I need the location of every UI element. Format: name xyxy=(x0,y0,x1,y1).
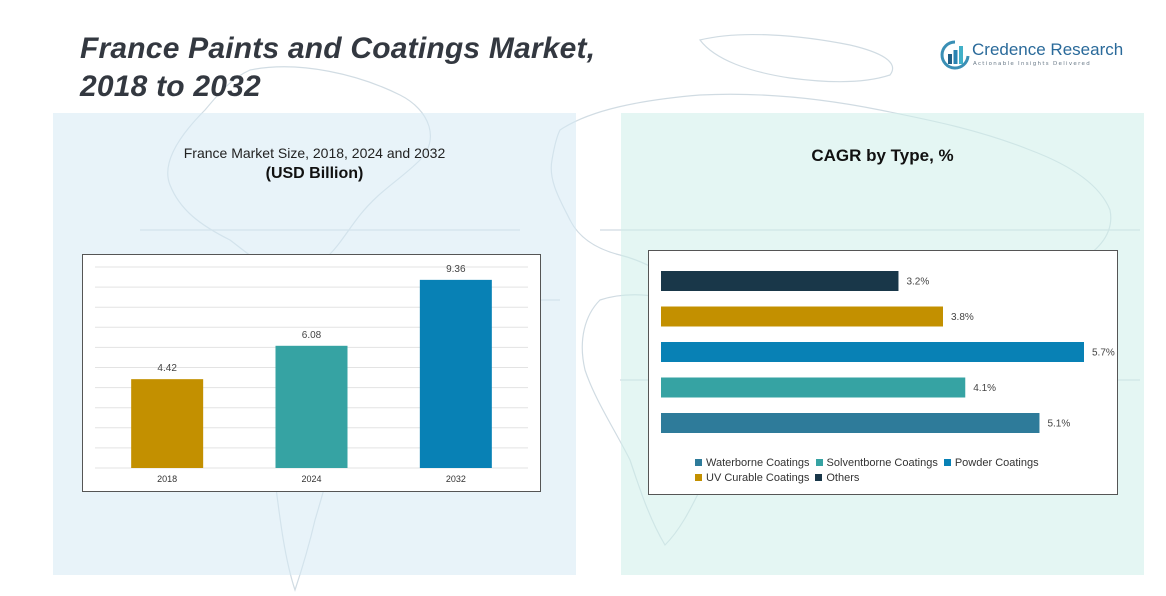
hbar-uv-curable-coatings xyxy=(661,306,943,327)
bar-2032 xyxy=(419,279,492,468)
bar-chart-unit: (USD Billion) xyxy=(265,165,364,182)
logo-mark-icon xyxy=(940,40,970,70)
bar-value-label: 4.42 xyxy=(157,363,177,374)
bar-2018 xyxy=(131,379,204,468)
legend-label: Waterborne Coatings xyxy=(706,457,810,469)
title-line-2: 2018 to 2032 xyxy=(80,70,261,103)
legend-label: Powder Coatings xyxy=(954,457,1039,469)
legend-item: Powder Coatings xyxy=(943,456,1039,471)
hbar-solventborne-coatings xyxy=(661,377,966,398)
hbar-powder-coatings xyxy=(661,342,1084,362)
hbar-value-label: 4.1% xyxy=(973,383,996,394)
legend-item: Solventborne Coatings xyxy=(815,456,938,471)
legend-swatch xyxy=(815,459,823,466)
legend-swatch xyxy=(815,474,823,481)
logo-name: Credence Research xyxy=(972,40,1124,59)
legend-label: UV Curable Coatings xyxy=(706,472,810,484)
cagr-chart: 3.2% 3.8% 5.7% 4.1% 5.1% xyxy=(648,250,1118,495)
company-logo: Credence Research Actionable Insights De… xyxy=(940,40,1140,72)
legend-label: Solventborne Coatings xyxy=(826,457,938,469)
legend-item: UV Curable Coatings xyxy=(695,471,809,486)
bar-chart-title: France Market Size, 2018, 2024 and 2032 xyxy=(183,145,446,161)
hbar-others xyxy=(661,271,899,291)
hbar-value-label: 5.7% xyxy=(1092,348,1115,359)
legend-label: Others xyxy=(826,472,860,484)
bar-value-label: 9.36 xyxy=(446,264,466,275)
page-title: France Paints and Coatings Market, 2018 … xyxy=(80,30,700,106)
legend-swatch xyxy=(695,474,702,481)
legend-item: Waterborne Coatings xyxy=(695,456,810,471)
legend-swatch xyxy=(943,459,951,466)
hbar-value-label: 3.8% xyxy=(951,312,974,323)
logo-tagline: Actionable Insights Delivered xyxy=(973,61,1092,67)
cagr-chart-svg: 3.2% 3.8% 5.7% 4.1% 5.1% xyxy=(661,271,1115,433)
market-size-chart: 4.42 2018 6.08 2024 9.36 2032 xyxy=(82,254,541,492)
cagr-legend: Waterborne Coatings Solventborne Coatings… xyxy=(695,456,1105,486)
hbar-waterborne-coatings xyxy=(661,413,1040,433)
legend-swatch xyxy=(695,459,702,466)
legend-item: Others xyxy=(815,471,859,486)
hbar-value-label: 3.2% xyxy=(906,277,929,288)
bar-value-label: 6.08 xyxy=(302,330,322,341)
x-tick-label: 2018 xyxy=(157,474,177,484)
bar-2024 xyxy=(275,345,348,468)
cagr-chart-title: CAGR by Type, % xyxy=(811,146,954,165)
market-size-chart-svg: 4.42 2018 6.08 2024 9.36 2032 xyxy=(95,264,528,484)
hbar-value-label: 5.1% xyxy=(1047,419,1070,430)
title-line-1: France Paints and Coatings Market, xyxy=(80,32,596,65)
x-tick-label: 2024 xyxy=(301,474,321,484)
x-tick-label: 2032 xyxy=(446,474,466,484)
